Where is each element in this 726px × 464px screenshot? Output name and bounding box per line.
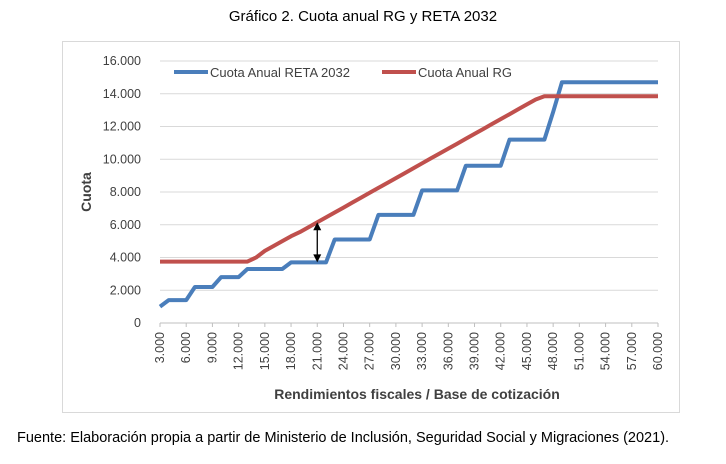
chart-title: Gráfico 2. Cuota anual RG y RETA 2032	[228, 8, 498, 25]
y-axis-tick-labels: 0 2.000 4.000 6.000 8.000 10.000 12.000 14.000 1…	[103, 54, 141, 330]
gap-annotation	[313, 222, 322, 263]
x-tick-label: 30.000	[389, 332, 403, 370]
x-tick-label: 39.000	[468, 332, 482, 370]
legend-label-rg: Cuota Anual RG	[418, 65, 512, 80]
legend-label-reta-2032: Cuota Anual RETA 2032	[210, 65, 350, 80]
series-line-reta-2032	[158, 80, 658, 309]
y-tick-label: 8.000	[110, 185, 141, 199]
x-tick-label: 60.000	[651, 332, 665, 370]
y-tick-label: 16.000	[103, 54, 141, 68]
x-axis-title: Rendimientos fiscales / Base de cotizaci…	[274, 386, 560, 402]
source-note: Fuente: Elaboración propia a partir de M…	[17, 430, 670, 446]
x-tick-label: 33.000	[415, 332, 429, 370]
series-line-rg	[160, 94, 658, 264]
x-tick-label: 24.000	[336, 332, 350, 370]
chart-frame	[62, 41, 680, 413]
gridlines	[159, 60, 659, 327]
series-lines	[158, 80, 658, 309]
arrow-head-down	[313, 254, 322, 263]
x-tick-label: 45.000	[520, 332, 534, 370]
x-axis-tick-labels: 3.000 6.000 9.000 12.000 15.000 18.000 21.000 2…	[153, 332, 665, 370]
x-tick-label: 42.000	[494, 332, 508, 370]
x-tick-label: 18.000	[284, 332, 298, 370]
y-tick-label: 14.000	[103, 87, 141, 101]
x-tick-label: 3.000	[153, 332, 167, 363]
y-tick-label: 12.000	[103, 120, 141, 134]
x-tick-label: 9.000	[205, 332, 219, 363]
y-tick-label: 4.000	[110, 251, 141, 265]
x-tick-label: 51.000	[572, 332, 586, 370]
y-tick-label: 0	[134, 316, 141, 330]
x-tick-label: 6.000	[179, 332, 193, 363]
x-tick-label: 54.000	[599, 332, 613, 370]
arrow-head-up	[313, 222, 322, 231]
x-tick-label: 21.000	[310, 332, 324, 370]
x-tick-label: 57.000	[625, 332, 639, 370]
x-tick-label: 36.000	[441, 332, 455, 370]
x-tick-label: 27.000	[363, 332, 377, 370]
y-tick-label: 6.000	[110, 218, 141, 232]
x-tick-label: 48.000	[546, 332, 560, 370]
y-tick-label: 2.000	[110, 283, 141, 297]
legend: Cuota Anual RETA 2032 Cuota Anual RG	[174, 65, 512, 80]
y-tick-label: 10.000	[103, 152, 141, 166]
x-tick-label: 15.000	[258, 332, 272, 370]
y-axis-title: Cuota	[78, 172, 94, 212]
x-tick-label: 12.000	[232, 332, 246, 370]
